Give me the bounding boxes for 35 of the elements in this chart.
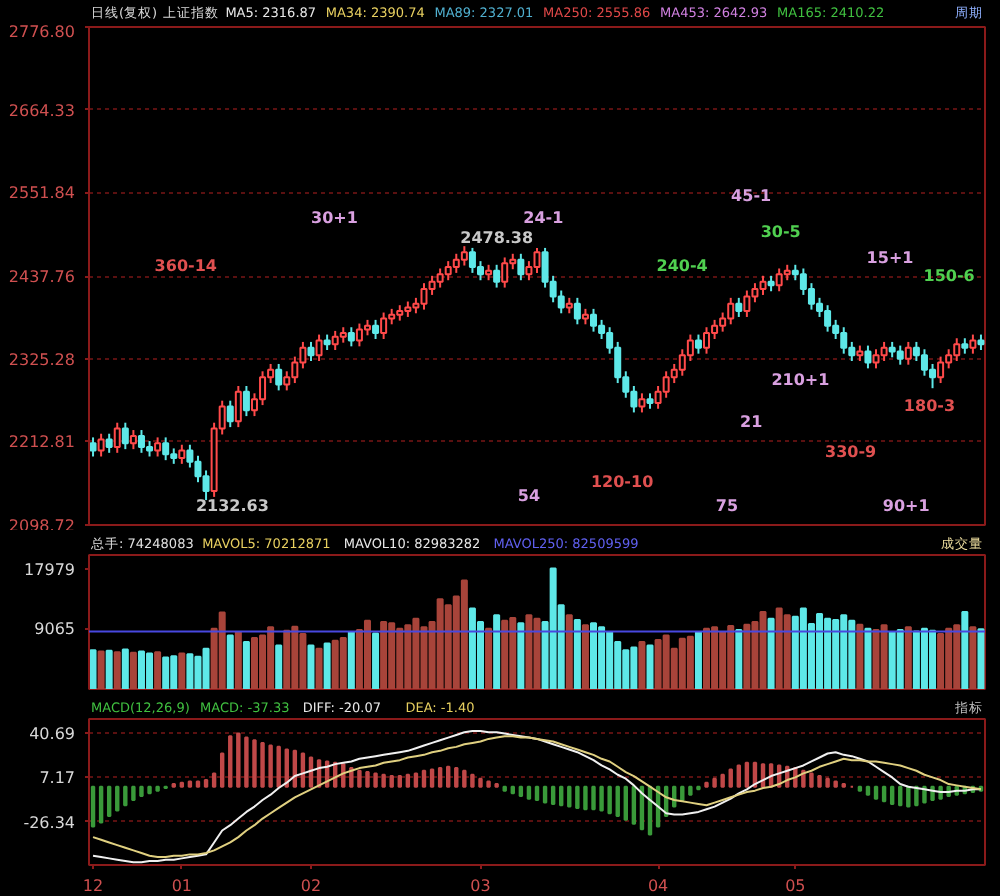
x-tick-label: 04	[647, 877, 669, 895]
x-tick-label: 03	[470, 877, 491, 895]
y-tick-label: 9065	[34, 620, 75, 639]
annotation: 24-1	[523, 209, 565, 228]
annotation: 45-1	[731, 186, 773, 205]
annotation: 75	[715, 497, 739, 516]
x-tick-label: 12	[82, 877, 104, 895]
x-tick-label: 01	[171, 877, 193, 895]
annotation: 90+1	[882, 497, 931, 516]
y-tick-label: 2437.76	[8, 268, 76, 286]
annotation: 30-5	[760, 223, 802, 242]
annotation: 150-6	[923, 267, 976, 285]
annotation: 180-3	[903, 396, 956, 415]
annotation: 2132.63	[195, 497, 269, 516]
annotation: 360-14	[154, 257, 218, 276]
annotation: 54	[517, 487, 541, 506]
y-tick-label: 7.17	[39, 769, 75, 788]
annotation: 120-10	[590, 473, 655, 492]
y-tick-label: -26.34	[23, 813, 76, 832]
y-tick-label: 2664.33	[8, 101, 76, 120]
annotation: 2478.38	[460, 229, 534, 248]
annotation: 240-4	[656, 257, 709, 276]
annotation: 330-9	[825, 442, 878, 461]
y-tick-label: 2551.84	[8, 184, 76, 203]
y-tick-label: 2325.28	[8, 350, 76, 369]
annotation: 21	[740, 412, 764, 431]
annotation: 15+1	[866, 249, 915, 268]
x-tick-label: 05	[785, 877, 806, 895]
y-tick-label: 40.69	[29, 724, 76, 743]
annotation: 210+1	[771, 371, 831, 390]
y-tick-label: 2776.80	[8, 23, 76, 41]
y-tick-label: 2212.81	[8, 433, 76, 452]
y-tick-label: 17979	[24, 560, 76, 579]
x-tick-label: 02	[300, 877, 322, 895]
annotation: 30+1	[311, 209, 359, 228]
